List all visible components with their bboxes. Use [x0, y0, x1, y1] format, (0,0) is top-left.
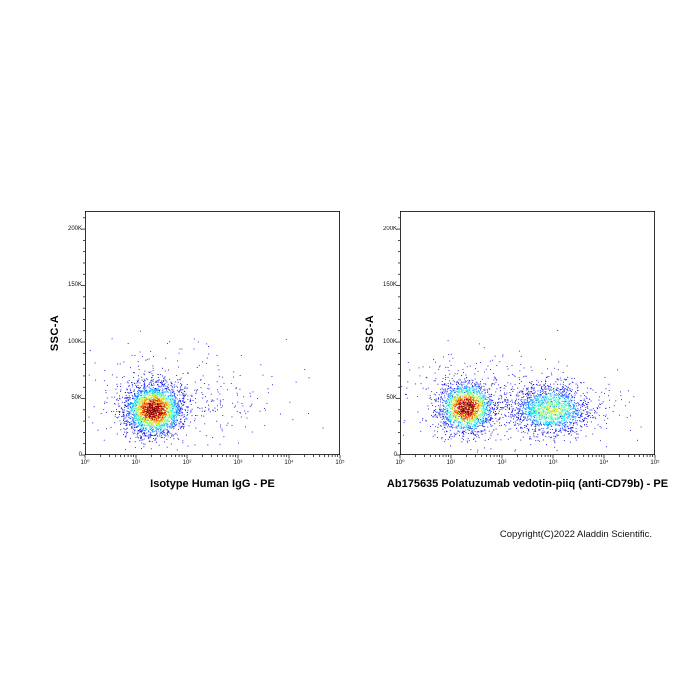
- panel-polatuzumab: SSC-A 0 50K 100K 150K 200K 10⁰ 10¹ 10² 10³ 10⁴ 10…: [364, 204, 669, 490]
- x-tick-label: 10⁰: [395, 460, 405, 466]
- y-tick-label: 0: [393, 451, 397, 458]
- x-tick-label: 10³: [233, 460, 243, 466]
- x-tick-label: 10⁴: [599, 460, 609, 466]
- scatter-density-canvas: [386, 204, 669, 467]
- x-tick-label: 10¹: [131, 460, 141, 466]
- x-tick-label: 10²: [182, 460, 192, 466]
- y-axis-label: SSC-A: [49, 314, 61, 352]
- x-tick-label: 10⁰: [80, 460, 90, 466]
- y-tick-label: 100K: [67, 338, 82, 345]
- y-tick-label: 50K: [386, 395, 397, 402]
- y-tick-label: 150K: [382, 282, 397, 289]
- x-axis-title: Ab175635 Polatuzumab vedotin-piiq (anti-…: [386, 478, 669, 490]
- x-tick-label: 10²: [497, 460, 507, 466]
- x-axis-title: Isotype Human IgG - PE: [150, 478, 275, 490]
- y-tick-label: 150K: [67, 282, 82, 289]
- x-tick-label: 10⁴: [284, 460, 294, 466]
- scatter-density-canvas: [71, 204, 354, 467]
- plot-area: 0 50K 100K 150K 200K 10⁰ 10¹ 10² 10³ 10⁴ 10⁵: [383, 204, 669, 467]
- panel-isotype-control: SSC-A 0 50K 100K 150K 200K 10⁰ 10¹ 10² 10³ 10⁴ 10…: [49, 204, 354, 490]
- y-tick-label: 200K: [382, 225, 397, 232]
- y-tick-label: 100K: [382, 338, 397, 345]
- y-axis-label: SSC-A: [364, 314, 376, 352]
- y-tick-label: 50K: [71, 395, 82, 402]
- x-tick-label: 10⁵: [335, 460, 345, 466]
- x-tick-label: 10⁵: [650, 460, 660, 466]
- copyright-text: Copyright(C)2022 Aladdin Scientific.: [499, 529, 652, 540]
- y-tick-label: 0: [78, 451, 82, 458]
- x-tick-label: 10¹: [446, 460, 456, 466]
- y-tick-label: 200K: [67, 225, 82, 232]
- x-tick-label: 10³: [548, 460, 558, 466]
- plot-area: 0 50K 100K 150K 200K 10⁰ 10¹ 10² 10³ 10⁴ 10⁵: [68, 204, 354, 467]
